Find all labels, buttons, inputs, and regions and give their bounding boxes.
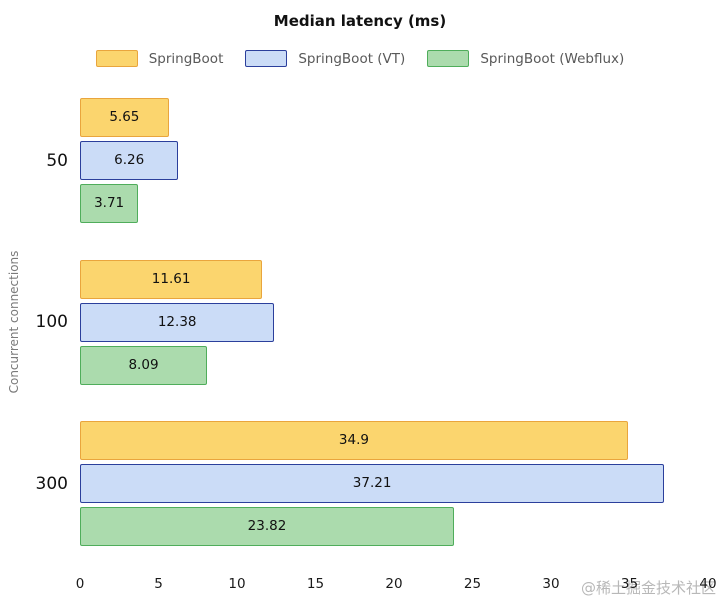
category-label-50: 50 [46,150,68,171]
bar-value-label: 3.71 [94,195,125,212]
x-tick-40: 40 [699,576,717,592]
x-tick-10: 10 [228,576,246,592]
x-tick-15: 15 [306,576,325,592]
bar-value-label: 5.65 [109,109,140,125]
bar-value-label: 34.9 [338,432,369,448]
bar-springboot-webflux-100: 8.09 [80,345,207,385]
bar-springboot-webflux-50: 3.71 [80,184,139,224]
watermark: @稀土掘金技术社区 [580,579,716,597]
bar-value-label: 12.38 [157,313,197,330]
bar-springboot-vt-300: 37.21 [80,464,665,504]
legend-item-springboot-vt: SpringBoot (VT) [245,50,405,67]
bar-springboot-300: 34.9 [80,421,628,460]
bar-value-label: 6.26 [114,152,145,169]
legend-item-springboot: SpringBoot [95,50,224,67]
bar-springboot-50: 5.65 [80,98,169,137]
legend-item-springboot-webflux: SpringBoot (Webflux) [427,50,624,67]
legend-swatch-springboot [95,50,138,67]
x-tick-0: 0 [75,576,85,592]
legend-swatch-springboot-webflux [427,50,470,67]
legend: SpringBoot SpringBoot (VT) SpringBoot (Web… [0,50,720,67]
x-tick-30: 30 [542,576,560,592]
bar-springboot-webflux-300: 23.82 [80,507,454,547]
legend-label: SpringBoot (Webflux) [480,50,625,67]
legend-swatch-springboot-vt [245,50,288,67]
chart-title: Median latency (ms) [273,12,447,30]
x-tick-25: 25 [463,576,482,592]
y-axis-label: Concurrent connections [7,250,21,394]
category-label-300: 300 [35,473,68,494]
bar-value-label: 8.09 [128,356,159,373]
x-tick-20: 20 [385,576,403,592]
x-tick-35: 35 [620,576,639,592]
bar-springboot-100: 11.61 [80,259,263,299]
bar-value-label: 23.82 [247,518,287,535]
bar-value-label: 11.61 [151,270,191,287]
category-label-100: 100 [35,312,68,333]
bar-value-label: 37.21 [352,475,392,492]
legend-label: SpringBoot [148,50,224,67]
bar-springboot-vt-50: 6.26 [80,141,179,181]
x-tick-5: 5 [154,576,163,592]
bar-springboot-vt-100: 12.38 [80,302,275,342]
legend-label: SpringBoot (VT) [298,50,406,67]
